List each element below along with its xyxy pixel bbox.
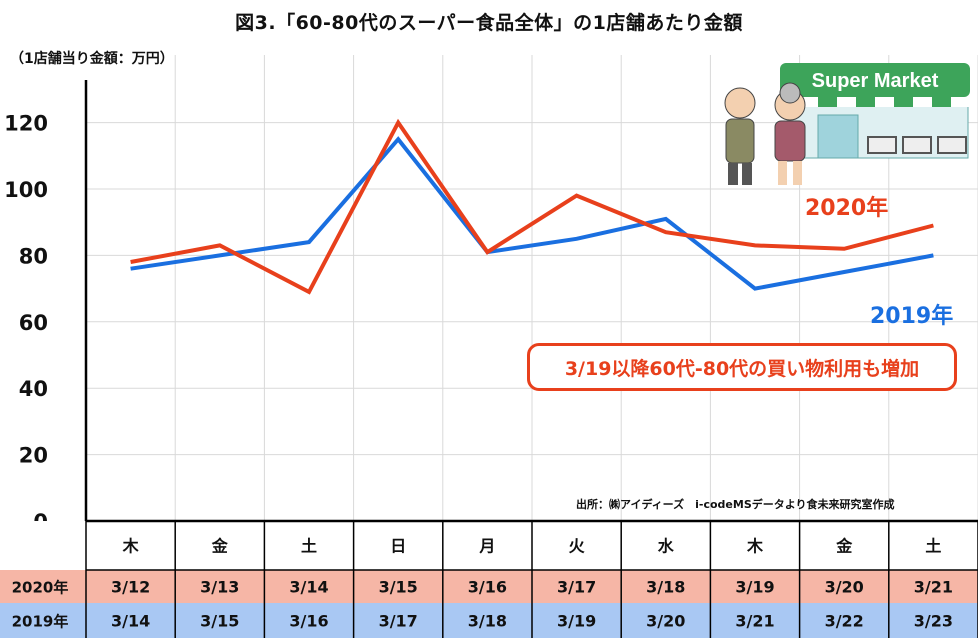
store-sign-text: Super Market	[812, 70, 939, 92]
date-2019-cell: 3/18	[468, 612, 507, 631]
date-2019-cell: 3/14	[111, 612, 150, 631]
date-2020-cell: 3/13	[200, 578, 239, 597]
y-tick-label: 80	[19, 244, 48, 268]
elderly-man-icon	[724, 87, 756, 185]
y-tick-label: 20	[19, 444, 48, 468]
table-row-label: 2019年	[12, 613, 69, 631]
date-2019-cell: 3/23	[914, 612, 953, 631]
source-note: 出所：㈱アイディーズ i-codeMSデータより食未来研究室作成	[576, 498, 895, 511]
date-2019-cell: 3/22	[825, 612, 864, 631]
table-row-bg	[0, 570, 978, 603]
weekday-cell: 木	[122, 537, 140, 556]
date-2020-cell: 3/16	[468, 578, 507, 597]
y-axis-unit-label: （1店舗当り金額：万円）	[10, 51, 174, 67]
chart-title: 図3.「60-80代のスーパー食品全体」の1店舗あたり金額	[235, 12, 743, 34]
cart-icon	[867, 136, 967, 154]
series-line-2019	[130, 136, 934, 291]
weekday-cell: 土	[925, 537, 941, 556]
elderly-woman-icon	[774, 82, 806, 185]
date-2020-cell: 3/21	[914, 578, 953, 597]
weekday-cell: 金	[211, 537, 229, 556]
table-row-label: 2020年	[12, 579, 69, 597]
date-2020-cell: 3/20	[825, 578, 864, 597]
series-label-2020: 2020年	[805, 196, 889, 221]
series-line-2020	[130, 118, 934, 295]
y-tick-label: 120	[4, 112, 48, 136]
weekday-cell: 金	[835, 537, 853, 556]
date-2019-cell: 3/20	[646, 612, 685, 631]
y-tick-label: 60	[19, 311, 48, 335]
date-2020-cell: 3/14	[289, 578, 328, 597]
y-tick-label: 100	[4, 178, 48, 202]
supermarket-illustration: Super Market	[724, 63, 970, 185]
date-2019-cell: 3/17	[379, 612, 418, 631]
weekday-cell: 土	[301, 537, 317, 556]
series-label-2019: 2019年	[870, 304, 954, 329]
callout-text: 3/19以降60代-80代の買い物利用も増加	[564, 357, 920, 380]
callout-box: 3/19以降60代-80代の買い物利用も増加	[527, 343, 957, 391]
weekday-cell: 水	[658, 537, 675, 556]
date-2020-cell: 3/12	[111, 578, 150, 597]
weekday-cell: 日	[390, 537, 406, 556]
date-2020-cell: 3/19	[735, 578, 774, 597]
weekday-cell: 火	[569, 537, 586, 556]
date-2020-cell: 3/18	[646, 578, 685, 597]
date-2020-cell: 3/17	[557, 578, 596, 597]
date-2019-cell: 3/21	[735, 612, 774, 631]
date-2019-cell: 3/15	[200, 612, 239, 631]
weekday-cell: 月	[478, 537, 495, 556]
weekday-cell: 木	[746, 537, 764, 556]
date-2019-cell: 3/16	[289, 612, 328, 631]
date-2019-cell: 3/19	[557, 612, 596, 631]
table-row-bg	[0, 521, 978, 570]
date-2020-cell: 3/15	[379, 578, 418, 597]
table-row-bg	[0, 603, 978, 638]
y-tick-label: 40	[19, 377, 48, 401]
